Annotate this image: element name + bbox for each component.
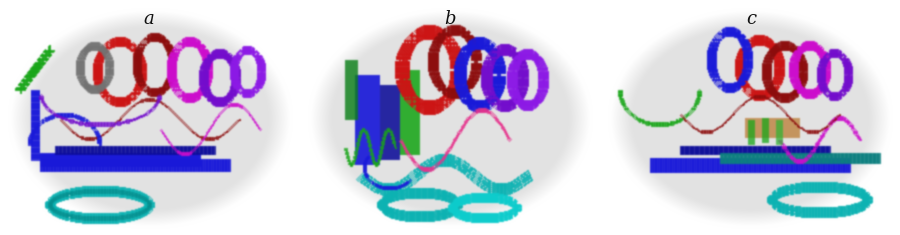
Text: c: c: [746, 10, 757, 28]
Text: b: b: [445, 10, 455, 28]
Text: a: a: [143, 10, 154, 28]
